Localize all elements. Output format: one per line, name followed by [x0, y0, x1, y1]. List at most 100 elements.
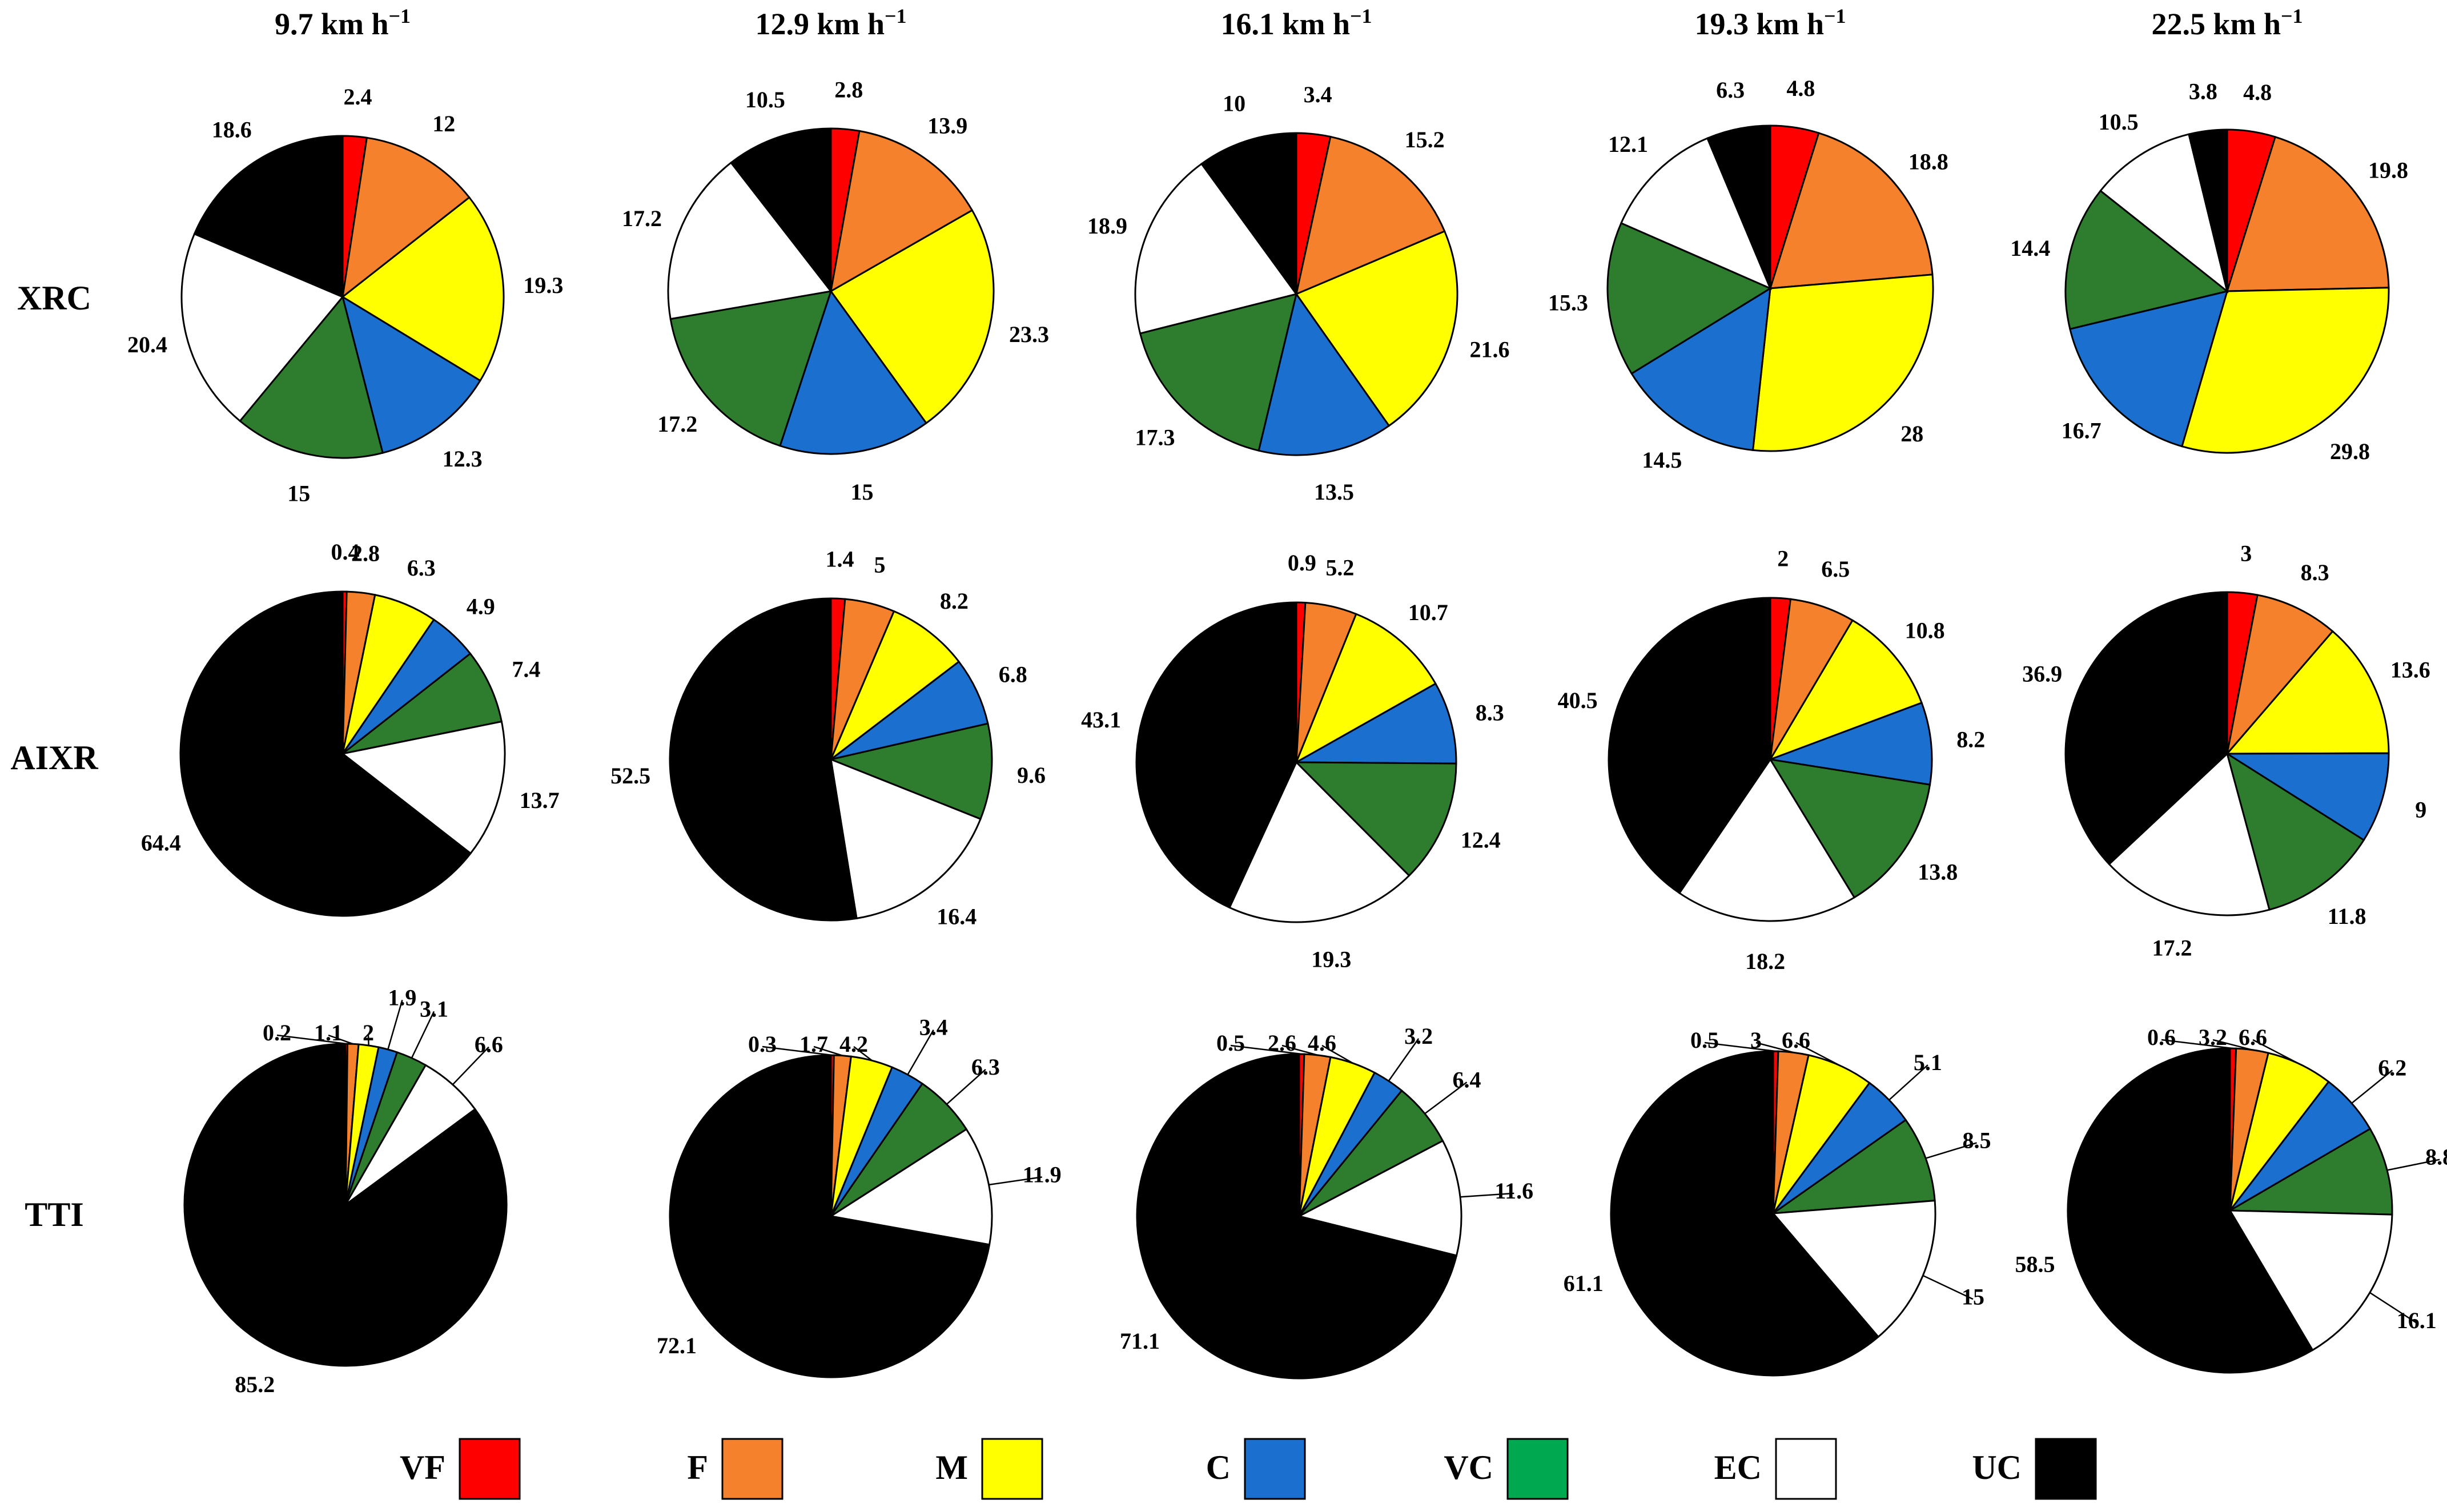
pie-value-label: 6.6 [1782, 1027, 1810, 1053]
pie-value-label: 3.1 [420, 996, 448, 1022]
pie-value-label: 10.7 [1408, 600, 1448, 625]
pie-value-label: 12 [432, 111, 455, 136]
column-title: 22.5 km h−1 [2151, 5, 2303, 41]
pie-value-label: 19.3 [523, 272, 563, 298]
legend-item-ec: EC [1714, 1439, 1836, 1499]
column-title: 12.9 km h−1 [755, 5, 906, 41]
pies: 2.4 12 19.3 12.3 15 20.4 18.6 2.8 13.9 23.3 15 17.2… [127, 75, 2447, 1397]
pie-value-label: 15 [851, 479, 874, 505]
pie-value-label: 18.8 [1908, 149, 1948, 175]
pie-value-label: 1.9 [388, 984, 416, 1010]
pie-value-label: 19.3 [1311, 947, 1351, 972]
pie-value-label: 8.3 [2301, 560, 2329, 585]
pie-value-label: 43.1 [1081, 707, 1121, 733]
pie-value-label: 17.3 [1135, 424, 1175, 450]
legend-label: VF [400, 1449, 445, 1486]
pie-value-label: 19.8 [2368, 158, 2408, 183]
pie-slice-uc [670, 598, 857, 920]
legend-item-m: M [935, 1439, 1042, 1499]
pie-value-label: 5 [874, 552, 886, 578]
pie-value-label: 17.2 [622, 206, 662, 231]
pie-value-label: 23.3 [1009, 321, 1049, 347]
legend-swatch [460, 1439, 520, 1499]
pie-value-label: 15.2 [1405, 127, 1445, 152]
legend-label: EC [1714, 1449, 1762, 1486]
pie-value-label: 8.8 [2425, 1144, 2447, 1170]
pie-value-label: 4.8 [1786, 75, 1815, 101]
pie-value-label: 64.4 [141, 830, 181, 855]
pie-value-label: 8.3 [1476, 699, 1504, 725]
column-title: 19.3 km h−1 [1694, 5, 1846, 41]
pie-value-label: 1.1 [314, 1020, 343, 1045]
pie-value-label: 13.9 [927, 113, 967, 139]
pie-value-label: 6.3 [971, 1054, 1000, 1080]
pie-value-label: 18.6 [212, 116, 252, 142]
pie-value-label: 10.5 [745, 87, 785, 112]
pie-value-label: 20.4 [127, 332, 167, 357]
legend-swatch [1245, 1439, 1305, 1499]
pie-value-label: 11.9 [1023, 1161, 1062, 1187]
pie-xrc-0: 2.4 12 19.3 12.3 15 20.4 18.6 [127, 84, 563, 506]
column-titles: 9.7 km h−1 12.9 km h−1 16.1 km h−1 19.3 km … [275, 5, 2303, 41]
pie-value-label: 13.7 [520, 787, 560, 813]
pie-value-label: 14.4 [2010, 235, 2050, 261]
column-title: 16.1 km h−1 [1220, 5, 1372, 41]
pie-value-label: 8.5 [1963, 1127, 1991, 1153]
pie-value-label: 8.2 [940, 588, 969, 614]
pie-value-label: 15 [287, 481, 310, 506]
pie-value-label: 2.4 [344, 84, 372, 110]
legend-label: VC [1444, 1449, 1493, 1486]
row-label: AIXR [10, 739, 98, 777]
pie-value-label: 40.5 [1558, 687, 1598, 713]
pie-value-label: 3.2 [2199, 1024, 2227, 1050]
pie-value-label: 0.6 [2147, 1024, 2176, 1050]
pie-value-label: 13.8 [1918, 859, 1958, 885]
pie-value-label: 16.7 [2062, 418, 2102, 444]
pie-value-label: 4.8 [2243, 79, 2272, 105]
column-title: 9.7 km h−1 [275, 5, 411, 41]
pie-value-label: 9 [2415, 797, 2426, 823]
legend-label: C [1206, 1449, 1231, 1486]
pie-value-label: 2.8 [834, 77, 863, 102]
row-label: XRC [17, 279, 91, 317]
legend-item-uc: UC [1972, 1439, 2096, 1499]
pie-value-label: 13.6 [2390, 657, 2430, 682]
pie-value-label: 12.3 [443, 446, 483, 472]
pie-value-label: 11.6 [1494, 1178, 1533, 1204]
pie-value-label: 6.6 [2239, 1024, 2267, 1050]
pie-value-label: 6.3 [407, 555, 436, 581]
pie-value-label: 8.2 [1956, 727, 1985, 753]
pie-value-label: 29.8 [2330, 439, 2370, 464]
pie-value-label: 10.8 [1905, 617, 1945, 643]
pie-value-label: 12.4 [1461, 827, 1501, 853]
pie-value-label: 0.2 [263, 1020, 291, 1045]
pie-value-label: 17.2 [657, 411, 697, 437]
pie-value-label: 1.7 [799, 1031, 828, 1057]
pie-value-label: 18.9 [1087, 213, 1127, 239]
pie-xrc-2: 3.415.221.613.517.318.910 [1087, 82, 1510, 505]
pie-tti-4: 0.63.26.66.28.816.158.5 [2015, 1024, 2447, 1373]
legend-swatch [1776, 1439, 1836, 1499]
row-label: TTI [25, 1196, 83, 1233]
pie-value-label: 28 [1900, 421, 1923, 447]
pie-value-label: 0.5 [1216, 1030, 1245, 1056]
pie-value-label: 18.2 [1745, 948, 1785, 974]
legend-swatch [722, 1439, 782, 1499]
pie-value-label: 36.9 [2022, 661, 2062, 687]
pie-value-label: 5.2 [1325, 554, 1354, 580]
row-labels: XRC AIXR TTI [10, 279, 98, 1233]
pie-value-label: 6.6 [475, 1032, 503, 1057]
pie-value-label: 12.1 [1608, 131, 1648, 157]
pie-value-label: 58.5 [2015, 1251, 2055, 1277]
pie-value-label: 4.2 [839, 1031, 868, 1057]
pie-value-label: 6.3 [1716, 77, 1745, 103]
pie-value-label: 2.6 [1268, 1030, 1296, 1056]
legend-swatch [1508, 1439, 1568, 1499]
